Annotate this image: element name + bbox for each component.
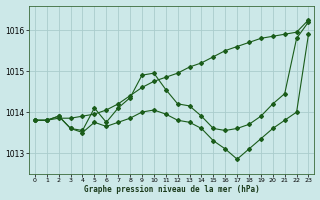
- X-axis label: Graphe pression niveau de la mer (hPa): Graphe pression niveau de la mer (hPa): [84, 185, 260, 194]
